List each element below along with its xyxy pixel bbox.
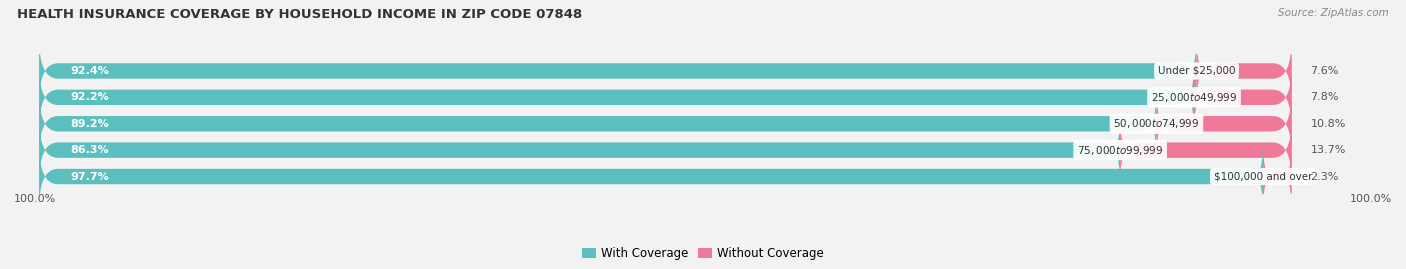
Text: 7.8%: 7.8% bbox=[1310, 92, 1339, 102]
FancyBboxPatch shape bbox=[1263, 145, 1292, 208]
Text: 2.3%: 2.3% bbox=[1310, 172, 1339, 182]
FancyBboxPatch shape bbox=[39, 145, 1263, 208]
FancyBboxPatch shape bbox=[39, 39, 1292, 103]
Text: Under $25,000: Under $25,000 bbox=[1157, 66, 1236, 76]
Legend: With Coverage, Without Coverage: With Coverage, Without Coverage bbox=[578, 242, 828, 265]
Text: 100.0%: 100.0% bbox=[14, 194, 56, 204]
Text: $100,000 and over: $100,000 and over bbox=[1213, 172, 1312, 182]
Text: HEALTH INSURANCE COVERAGE BY HOUSEHOLD INCOME IN ZIP CODE 07848: HEALTH INSURANCE COVERAGE BY HOUSEHOLD I… bbox=[17, 8, 582, 21]
Text: 100.0%: 100.0% bbox=[1350, 194, 1392, 204]
Text: 97.7%: 97.7% bbox=[70, 172, 110, 182]
FancyBboxPatch shape bbox=[1194, 65, 1292, 129]
Text: $75,000 to $99,999: $75,000 to $99,999 bbox=[1077, 144, 1163, 157]
FancyBboxPatch shape bbox=[39, 65, 1194, 129]
Text: $25,000 to $49,999: $25,000 to $49,999 bbox=[1152, 91, 1237, 104]
FancyBboxPatch shape bbox=[39, 118, 1292, 182]
Text: $50,000 to $74,999: $50,000 to $74,999 bbox=[1114, 117, 1199, 130]
FancyBboxPatch shape bbox=[1121, 118, 1292, 182]
Text: 89.2%: 89.2% bbox=[70, 119, 110, 129]
FancyBboxPatch shape bbox=[39, 92, 1157, 156]
Text: 10.8%: 10.8% bbox=[1310, 119, 1346, 129]
Text: 92.4%: 92.4% bbox=[70, 66, 110, 76]
FancyBboxPatch shape bbox=[39, 145, 1292, 208]
Text: 92.2%: 92.2% bbox=[70, 92, 110, 102]
Text: 7.6%: 7.6% bbox=[1310, 66, 1339, 76]
FancyBboxPatch shape bbox=[39, 118, 1121, 182]
FancyBboxPatch shape bbox=[39, 39, 1197, 103]
Text: Source: ZipAtlas.com: Source: ZipAtlas.com bbox=[1278, 8, 1389, 18]
FancyBboxPatch shape bbox=[1157, 92, 1292, 156]
FancyBboxPatch shape bbox=[39, 65, 1292, 129]
FancyBboxPatch shape bbox=[39, 92, 1292, 156]
FancyBboxPatch shape bbox=[1197, 39, 1292, 103]
Text: 13.7%: 13.7% bbox=[1310, 145, 1346, 155]
Text: 86.3%: 86.3% bbox=[70, 145, 110, 155]
